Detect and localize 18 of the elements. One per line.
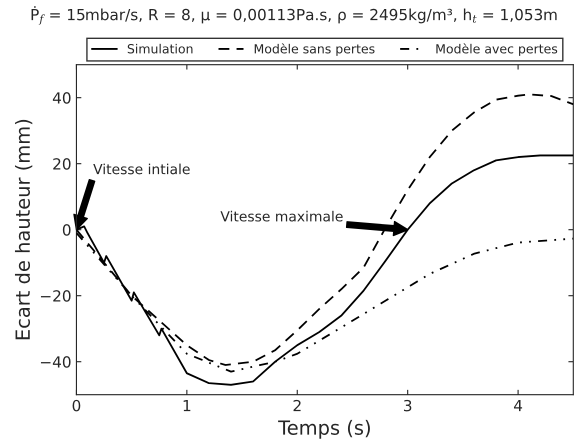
y-tick-label: 0 <box>62 224 71 236</box>
annotation: Vitesse maximale <box>220 210 343 222</box>
legend-label: Modèle sans pertes <box>254 43 375 56</box>
y-tick-label: 40 <box>52 92 71 104</box>
legend-label: Modèle avec pertes <box>436 43 558 56</box>
x-tick-label: 3 <box>404 400 412 412</box>
chart-title: Ṗ$_{f}$ = 15mbar/s, R = 8, μ = 0,00113Pa.s, ρ = 2495kg/m³, h$_{t}$ = 1,053m <box>32 6 557 25</box>
x-tick-label: 1 <box>184 400 190 412</box>
y-axis-title: Ecart de hauteur (mm) <box>14 120 32 340</box>
x-tick-label: 0 <box>72 400 80 412</box>
x-tick-label: 4 <box>514 400 522 412</box>
annotation: Vitesse intiale <box>93 164 190 174</box>
y-tick-label: 20 <box>53 158 71 170</box>
x-tick-label: 2 <box>294 400 301 412</box>
y-tick-label: −20 <box>40 290 71 302</box>
y-tick-label: −40 <box>40 356 71 368</box>
x-axis-title: Temps (s) <box>278 420 370 439</box>
legend-label: Simulation <box>128 44 192 54</box>
